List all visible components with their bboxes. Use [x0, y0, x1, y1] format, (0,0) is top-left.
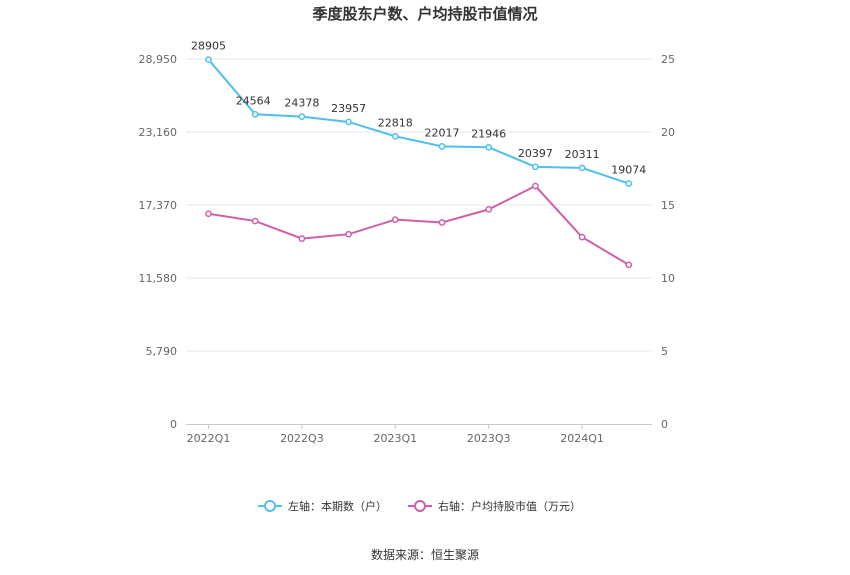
chart-title: 季度股东户数、户均持股市值情况: [312, 5, 537, 23]
households-point-2022q1[interactable]: [205, 56, 212, 63]
avg-value-point-2023q4[interactable]: [532, 182, 539, 190]
households-point-2023q1[interactable]: [391, 132, 399, 140]
data-label-2024q1: 20311: [565, 148, 600, 161]
legend-households-swatch-marker: [264, 500, 276, 512]
x-tick-label: 2023Q3: [467, 432, 511, 445]
avg-value-point-2022q3[interactable]: [298, 235, 306, 242]
right-tick-label: 5: [661, 345, 668, 358]
right-tick-label: 0: [661, 418, 668, 431]
households-point-2023q4[interactable]: [532, 163, 539, 171]
data-source: 数据来源：恒生聚源: [371, 547, 479, 562]
x-tick-label: 2024Q1: [560, 432, 604, 445]
data-label-2023q1: 22818: [378, 116, 413, 129]
right-tick-label: 25: [661, 53, 675, 66]
households-point-2023q2[interactable]: [438, 143, 446, 150]
x-tick-label: 2022Q1: [187, 432, 231, 445]
left-tick-label: 23,160: [139, 126, 178, 139]
avg-value-point-2022q1[interactable]: [205, 210, 212, 218]
left-tick-label: 17,370: [139, 199, 178, 212]
households-point-2024q2[interactable]: [625, 180, 633, 187]
households-point-2022q4[interactable]: [345, 118, 352, 126]
avg-value-point-2023q3[interactable]: [485, 206, 493, 213]
x-tick-label: 2022Q3: [280, 432, 324, 445]
right-axis-ticks: 0 5 10 15 20 25: [661, 53, 675, 431]
households-point-2022q3[interactable]: [298, 113, 306, 120]
x-tick-label: 2023Q1: [373, 432, 417, 445]
legend: 左轴：本期数（户） 右轴：户均持股市值（万元）: [258, 499, 581, 513]
data-label-2023q2: 22017: [425, 126, 460, 139]
grid: [186, 58, 652, 352]
legend-avg-value-swatch-marker: [414, 500, 426, 512]
legend-item-avg-value[interactable]: 右轴：户均持股市值（万元）: [408, 499, 581, 513]
legend-households-label: 左轴：本期数（户）: [288, 499, 387, 513]
data-label-2022q3: 24378: [284, 97, 319, 110]
x-axis-ticks: 2022Q1 2022Q3 2023Q1 2023Q3 2024Q1: [187, 424, 604, 445]
left-tick-label: 28,950: [139, 53, 178, 66]
data-label-2024q2: 19074: [611, 164, 646, 177]
series-lines: [207, 58, 630, 266]
series-line-households: [207, 58, 630, 185]
left-tick-label: 0: [170, 418, 177, 431]
data-label-2022q2: 24564: [236, 94, 271, 107]
data-labels: 28905 24564 24378 23957 22818 22017 21946 20397…: [191, 40, 646, 177]
legend-item-households[interactable]: 左轴：本期数（户）: [258, 499, 387, 513]
avg-value-point-2023q2[interactable]: [438, 219, 446, 226]
data-label-2022q4: 23957: [331, 102, 366, 115]
series-points: [205, 56, 633, 269]
data-label-2023q3: 21946: [471, 127, 506, 140]
households-point-2023q3[interactable]: [485, 143, 493, 151]
series-line-avg-value: [208, 184, 630, 266]
right-tick-label: 15: [661, 199, 675, 212]
households-point-2024q1[interactable]: [578, 164, 586, 172]
avg-value-point-2022q2[interactable]: [251, 217, 259, 225]
left-axis-ticks: 0 5,790 11,580 17,370 23,160 28,950: [139, 53, 178, 431]
right-tick-label: 10: [661, 272, 675, 285]
data-label-2022q1: 28905: [191, 40, 226, 53]
households-point-2022q2[interactable]: [251, 110, 259, 118]
avg-value-point-2022q4[interactable]: [345, 230, 352, 238]
legend-avg-value-label: 右轴：户均持股市值（万元）: [438, 499, 581, 513]
avg-value-point-2024q2[interactable]: [625, 261, 633, 269]
data-label-2023q4: 20397: [518, 147, 553, 160]
avg-value-point-2023q1[interactable]: [391, 216, 399, 223]
left-tick-label: 5,790: [146, 345, 178, 358]
avg-value-point-2024q1[interactable]: [578, 233, 586, 241]
right-tick-label: 20: [661, 126, 675, 139]
left-tick-label: 11,580: [139, 272, 178, 285]
